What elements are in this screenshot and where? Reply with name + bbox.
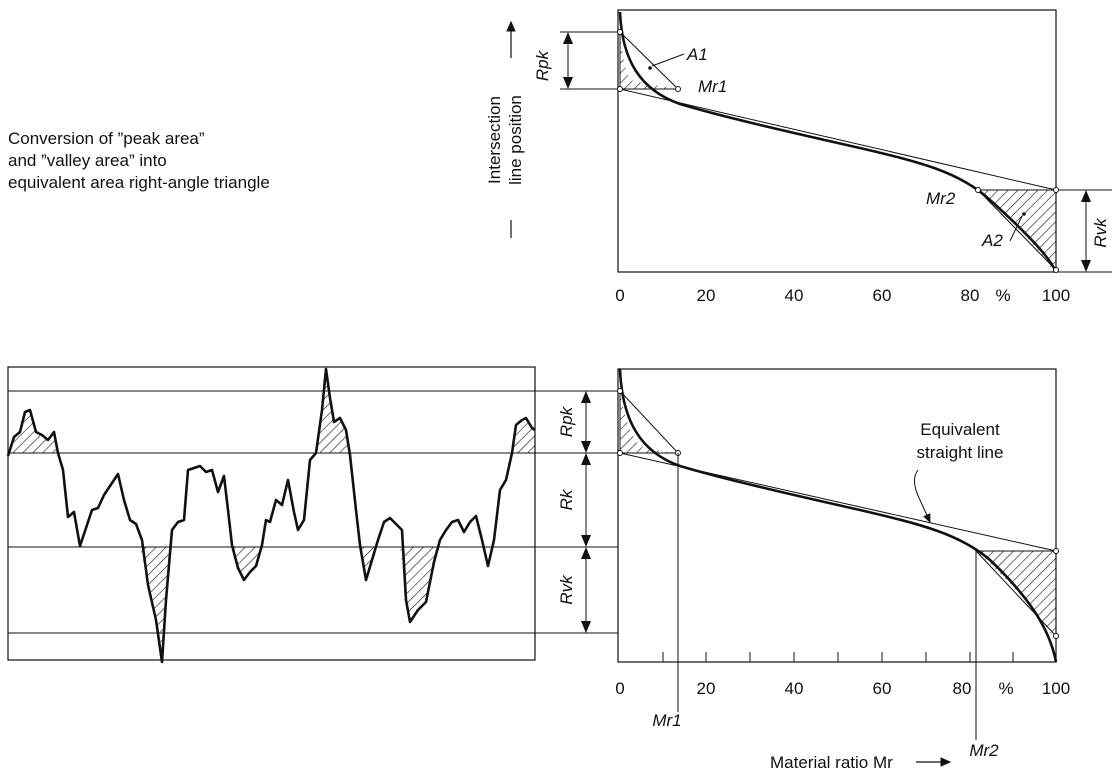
bottom-abbott-curve: [618, 368, 1058, 663]
top-mr2-label: Mr2: [926, 189, 956, 208]
top-equivalent-line: [619, 88, 1057, 191]
bottom-x-tick-100: 100: [1042, 679, 1070, 698]
bottom-peak-area-hatch: [620, 391, 678, 453]
bottom-material-ratio-chart: Equivalent straight line 0 20 40 60 80 %…: [615, 368, 1070, 772]
top-valley-triangle: [976, 189, 1057, 272]
top-a2-dot: [1022, 212, 1026, 216]
surface-profile-panel: [6, 366, 536, 664]
surface-profile-line: [6, 367, 536, 664]
top-point-left: [617, 86, 623, 92]
top-rpk-label: Rpk: [533, 49, 552, 81]
bottom-chart-frame: [617, 368, 1057, 663]
top-x-tick-percent: %: [995, 286, 1010, 305]
bottom-rk-label: Rk: [557, 488, 576, 510]
bottom-x-tick-80: 80: [953, 679, 972, 698]
top-point-rvk-bottom: [1053, 267, 1059, 273]
description-line-1: Conversion of ”peak area”: [8, 129, 205, 148]
equivalent-line-label-1: Equivalent: [920, 420, 1000, 439]
bottom-rpk-label: Rpk: [557, 405, 576, 437]
top-a1-label: A1: [686, 45, 708, 64]
top-peak-triangle: [619, 30, 680, 90]
bottom-valley-area-hatch: [976, 551, 1056, 636]
bottom-x-tick-20: 20: [697, 679, 716, 698]
top-valley-area-hatch: [978, 190, 1056, 270]
top-chart-frame: [617, 9, 1057, 273]
profile-frame: [7, 366, 536, 661]
top-x-tick-80: 80: [961, 286, 980, 305]
top-peak-area-hatch: [620, 32, 678, 89]
top-y-axis-label-line1: Intersection: [485, 96, 504, 184]
top-x-tick-100: 100: [1042, 286, 1070, 305]
top-abbott-curve: [618, 11, 1058, 273]
top-point-right: [1053, 187, 1059, 193]
bottom-x-tick-60: 60: [873, 679, 892, 698]
bottom-rvk-label: Rvk: [557, 574, 576, 605]
description-text: Conversion of ”peak area” and ”valley ar…: [8, 128, 270, 194]
profile-valley-hatch-4: [400, 547, 438, 622]
profile-valley-hatch-2: [232, 547, 262, 580]
top-material-ratio-chart: Rpk Rvk A1 Mr1 Mr2 A2 Intersection line …: [485, 9, 1112, 305]
top-x-tick-40: 40: [785, 286, 804, 305]
top-x-tick-20: 20: [697, 286, 716, 305]
bottom-valley-triangle: [974, 550, 1057, 638]
bottom-x-axis-title: Material ratio Mr: [770, 753, 893, 772]
profile-peak-hatch-3: [512, 418, 535, 453]
top-rvk-label: Rvk: [1091, 217, 1110, 248]
equivalent-line-label-2: straight line: [917, 443, 1004, 462]
top-point-rpk-top: [617, 29, 623, 35]
bottom-x-tick-percent: %: [998, 679, 1013, 698]
profile-peak-hatch-1: [10, 410, 58, 453]
bottom-mr2-label: Mr2: [969, 741, 999, 760]
bottom-peak-triangle: [619, 389, 680, 454]
bottom-x-tick-40: 40: [785, 679, 804, 698]
top-x-tick-60: 60: [873, 286, 892, 305]
bottom-mr1-label: Mr1: [652, 711, 681, 730]
equivalent-line-pointer: [914, 469, 931, 523]
description-line-3: equivalent area right-angle triangle: [8, 173, 270, 192]
top-a2-label: A2: [981, 231, 1003, 250]
description-line-2: and ”valley area” into: [8, 151, 167, 170]
top-mr1-label: Mr1: [698, 77, 727, 96]
top-point-mr1: [675, 86, 681, 92]
bottom-dimension-markers: Rpk Rk Rvk: [535, 390, 618, 634]
bottom-x-minor-ticks: [662, 652, 1014, 662]
top-y-axis-label-line2: line position: [506, 95, 525, 185]
top-a1-dot: [648, 66, 652, 70]
top-point-mr2: [975, 187, 981, 193]
bottom-x-tick-0: 0: [615, 679, 624, 698]
top-x-tick-0: 0: [615, 286, 624, 305]
